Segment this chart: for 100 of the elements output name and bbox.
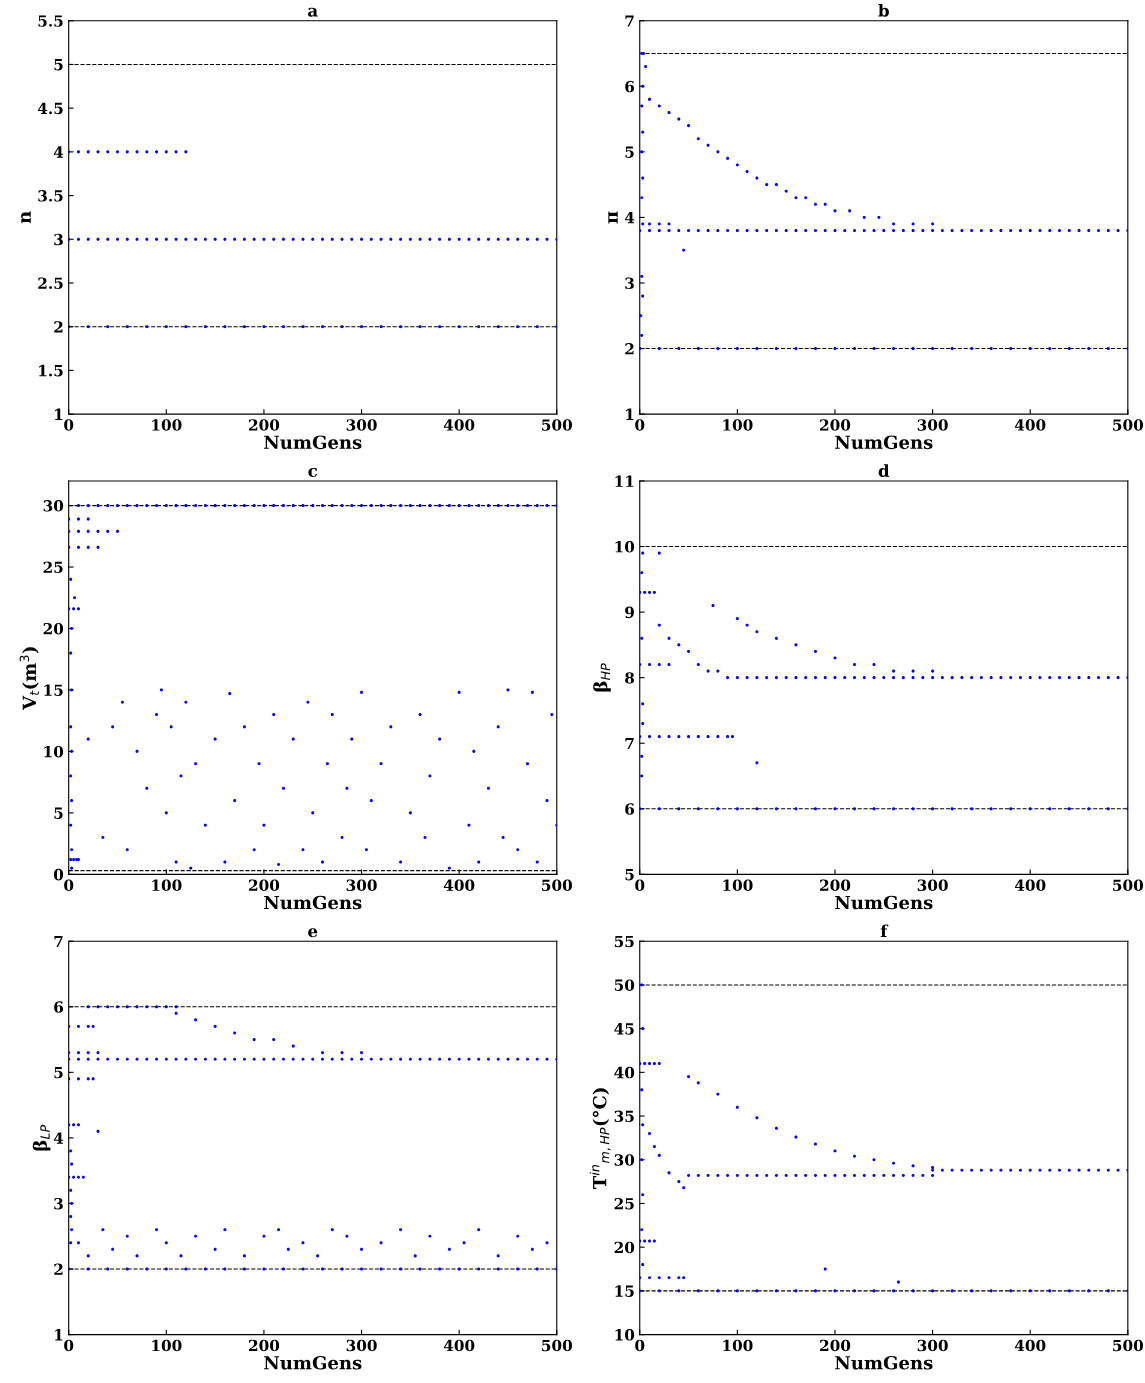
- y-tick-label: 5: [625, 869, 634, 881]
- point: [640, 636, 644, 640]
- point: [76, 1024, 81, 1029]
- y-tick-label: 20: [43, 622, 64, 635]
- point: [242, 237, 246, 241]
- point: [892, 228, 896, 233]
- point: [545, 504, 549, 508]
- y-tick-label: 8: [625, 672, 635, 684]
- point: [1067, 676, 1071, 680]
- point: [399, 1267, 403, 1271]
- y-tick-label: 15: [44, 684, 63, 696]
- point: [931, 347, 935, 351]
- point: [203, 1267, 207, 1271]
- point: [716, 150, 720, 154]
- point: [233, 504, 237, 508]
- point: [852, 1173, 857, 1178]
- point: [970, 347, 974, 351]
- point: [535, 1057, 539, 1061]
- point: [477, 504, 481, 508]
- y-tick-label: 11: [615, 475, 634, 487]
- point: [86, 1005, 90, 1009]
- point: [640, 571, 644, 575]
- point: [813, 1173, 818, 1178]
- x-tick-label: 200: [249, 1339, 280, 1352]
- point: [125, 1057, 129, 1061]
- x-tick-label: 400: [443, 419, 475, 431]
- point: [726, 676, 730, 680]
- point: [872, 663, 876, 667]
- point: [647, 1131, 652, 1136]
- point: [647, 222, 652, 226]
- point: [1057, 676, 1062, 680]
- y-tick-label: 4.5: [37, 102, 63, 115]
- y-tick-label: 3: [625, 277, 634, 290]
- x-axis-title: NumGens: [835, 1355, 933, 1370]
- y-tick-label: 10: [615, 1329, 635, 1341]
- point: [69, 858, 73, 862]
- x-tick-label: 0: [635, 1339, 645, 1352]
- point: [687, 649, 691, 653]
- point: [872, 228, 876, 233]
- point: [755, 761, 759, 765]
- point: [1096, 676, 1101, 680]
- point: [641, 1193, 645, 1197]
- point: [735, 617, 739, 621]
- x-tick-label: 300: [917, 1339, 948, 1352]
- point: [1018, 228, 1022, 233]
- point: [716, 1092, 720, 1096]
- point: [330, 1057, 334, 1061]
- chart-title: b: [878, 3, 889, 17]
- point: [399, 504, 403, 508]
- y-tick-label: 1: [55, 408, 63, 420]
- x-tick-label: 200: [249, 419, 280, 431]
- point: [164, 1057, 168, 1061]
- point: [96, 529, 100, 533]
- y-tick-label: 15: [615, 1285, 634, 1297]
- point: [970, 228, 974, 233]
- point: [931, 228, 935, 233]
- point: [640, 196, 644, 200]
- x-tick-label: 0: [635, 879, 645, 892]
- point: [69, 774, 73, 778]
- point: [1028, 1168, 1032, 1172]
- point: [1048, 807, 1052, 811]
- point: [369, 1057, 373, 1061]
- x-tick-label: 300: [917, 419, 948, 431]
- point: [525, 504, 530, 508]
- point: [1087, 1168, 1091, 1172]
- point: [69, 577, 73, 581]
- chart-title: e: [308, 928, 318, 938]
- point: [1018, 676, 1022, 680]
- y-tick-label: 3: [54, 1197, 63, 1210]
- y-tick-label: 20: [614, 1241, 635, 1254]
- point: [640, 333, 644, 337]
- point: [931, 1173, 935, 1178]
- point: [639, 314, 643, 318]
- point: [477, 1057, 481, 1061]
- point: [516, 1057, 520, 1061]
- point: [677, 807, 681, 811]
- point: [76, 529, 81, 533]
- y-tick-label: 5.5: [38, 15, 63, 27]
- x-tick-label: 100: [152, 1339, 182, 1352]
- point: [389, 237, 393, 241]
- y-tick-label: 10: [615, 541, 635, 553]
- point: [535, 325, 539, 329]
- point: [813, 228, 818, 233]
- x-tick-label: 200: [820, 1339, 851, 1352]
- point: [1009, 228, 1013, 233]
- point: [979, 228, 983, 233]
- point: [530, 1247, 534, 1251]
- point: [1009, 1168, 1013, 1172]
- point: [833, 1173, 837, 1178]
- point: [657, 1153, 661, 1157]
- point: [735, 163, 739, 167]
- point: [1106, 807, 1110, 811]
- point: [872, 1173, 876, 1178]
- point: [106, 1057, 110, 1061]
- point: [640, 754, 644, 758]
- point: [70, 1228, 74, 1232]
- x-tick-label: 400: [1014, 1339, 1046, 1352]
- x-tick-label: 0: [64, 1339, 74, 1352]
- point: [135, 504, 139, 508]
- point: [96, 504, 100, 508]
